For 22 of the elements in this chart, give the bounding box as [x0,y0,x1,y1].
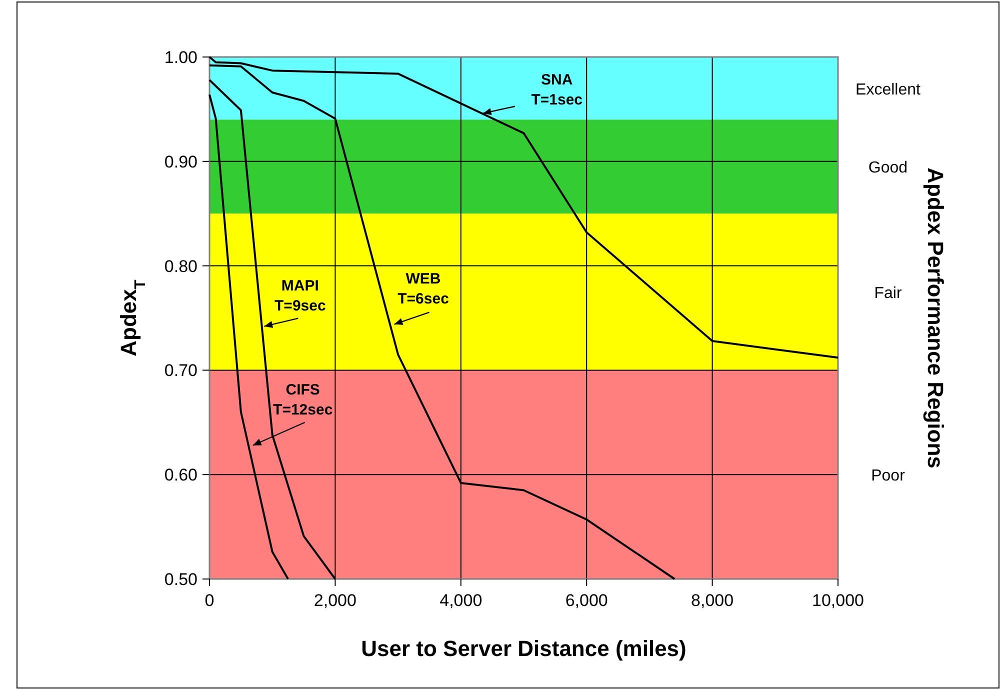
x-tick-label: 10,000 [812,591,864,610]
annotation: SNA T=1sec [531,71,583,108]
y-tick-label: 0.50 [164,570,198,589]
band-label: Good [868,160,908,177]
band-label: Excellent [856,81,922,98]
x-tick-label: 0 [204,591,214,610]
y-tick-label: 0.80 [164,256,198,276]
annotation: CIFS T=12sec [273,381,333,418]
y-tick-label: 0.70 [164,361,198,380]
annotation: WEB T=6sec [398,270,449,308]
y2-axis-title: Apdex Performance Regions [923,168,948,468]
x-tick-label: 6,000 [565,591,608,610]
annotation: MAPI T=9sec [274,277,326,314]
y-tick-label: 0.60 [164,466,198,485]
x-tick-label: 4,000 [440,591,482,610]
band-label: Fair [874,284,902,302]
y-tick-label: 1.00 [164,48,198,67]
band-label: Poor [871,468,906,485]
x-tick-label: 8,000 [691,591,734,610]
y-tick-label: 0.90 [164,152,198,172]
x-axis-title: User to Server Distance (miles) [361,636,686,661]
x-tick-label: 2,000 [314,591,356,610]
